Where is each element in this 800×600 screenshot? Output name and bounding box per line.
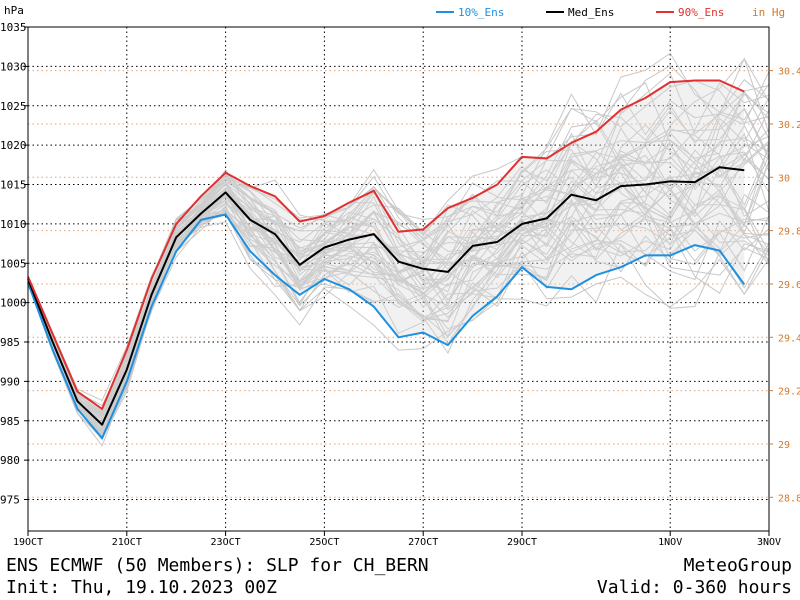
member-line xyxy=(27,128,770,424)
brand-name: MeteoGroup xyxy=(683,555,792,576)
y-tick-label: 975 xyxy=(0,494,20,507)
legend-label: 90%_Ens xyxy=(678,6,724,19)
x-tick-label: 23OCT xyxy=(211,537,241,548)
spread-band xyxy=(28,80,745,439)
y-tick-label: 1030 xyxy=(0,60,27,73)
inhg-tick-label: 30 xyxy=(778,173,790,184)
legend-label: 10%_Ens xyxy=(458,6,504,19)
member-line xyxy=(27,82,770,414)
y-tick-label: 980 xyxy=(0,454,20,467)
inhg-tick-label: 30.4 xyxy=(778,67,800,78)
y-tick-label: 1035 xyxy=(0,21,27,34)
x-tick-label: 19OCT xyxy=(13,537,43,548)
series-line-med-ens xyxy=(27,166,745,426)
member-line xyxy=(27,71,770,416)
x-tick-label: 25OCT xyxy=(309,537,339,548)
x-tick-label: 1NOV xyxy=(658,537,682,548)
inhg-tick-label: 28.8 xyxy=(778,493,800,504)
inhg-tick-label: 29.2 xyxy=(778,387,800,398)
init-time: Init: Thu, 19.10.2023 00Z xyxy=(6,577,277,598)
valid-range: Valid: 0-360 hours xyxy=(596,577,792,598)
series-lines xyxy=(27,79,746,440)
member-line xyxy=(27,195,770,437)
inhg-tick-label: 29 xyxy=(778,440,790,451)
inhg-tick-label: 29.8 xyxy=(778,227,800,238)
inhg-tick-label: 29.4 xyxy=(778,333,800,344)
chart-title: ENS ECMWF (50 Members): SLP for CH_BERN xyxy=(6,555,429,576)
x-tick-label: 21OCT xyxy=(112,537,142,548)
y-tick-label: 1010 xyxy=(0,218,27,231)
member-line xyxy=(27,204,770,447)
legend: 10%_Ens Med_Ens 90%_Ens in Hg xyxy=(436,6,785,19)
axes: 19OCT 21OCT 23OCT 25OCT 27OCT 29OCT 1NOV 3NOV 97… xyxy=(0,4,800,548)
x-tick-label: 27OCT xyxy=(408,537,438,548)
y-tick-label: 1015 xyxy=(0,179,27,192)
x-tick-label: 3NOV xyxy=(757,537,781,548)
series-line-90-ens xyxy=(27,79,745,410)
y-axis-unit: hPa xyxy=(4,4,24,17)
series-line-10-ens xyxy=(27,213,746,440)
y-tick-label: 985 xyxy=(0,415,20,428)
y-tick-label: 1025 xyxy=(0,100,27,113)
y-tick-label: 1000 xyxy=(0,297,27,310)
member-line xyxy=(27,207,770,436)
member-line xyxy=(27,52,770,402)
plot-frame xyxy=(27,26,770,532)
y-tick-label: 990 xyxy=(0,375,20,388)
y-tick-label: 1005 xyxy=(0,257,27,270)
y-tick-label: 1020 xyxy=(0,139,27,152)
y-tick-label: 985 xyxy=(0,336,20,349)
inhg-tick-label: 30.2 xyxy=(778,120,800,131)
x-tick-label: 29OCT xyxy=(507,537,537,548)
legend-units: in Hg xyxy=(752,6,785,19)
member-line xyxy=(27,57,770,410)
inhg-tick-label: 29.6 xyxy=(778,280,800,291)
ensemble-members xyxy=(27,52,770,447)
legend-label: Med_Ens xyxy=(568,6,614,19)
